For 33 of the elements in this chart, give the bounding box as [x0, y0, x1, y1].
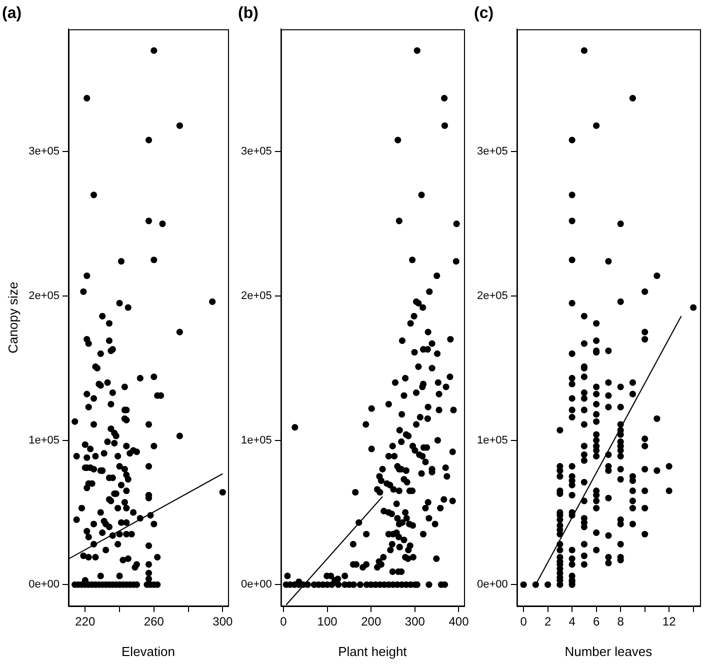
x-tick-label: 4	[568, 614, 576, 629]
y-tick-label: 1e+05	[476, 434, 508, 446]
x-tick-label: 0	[280, 614, 288, 629]
x-tick-label: 0	[520, 614, 528, 629]
y-tick-label: 1e+05	[28, 434, 60, 446]
y-tick-label: 2e+05	[476, 290, 508, 302]
x-tick-label: 260	[144, 614, 164, 629]
y-tick-label: 2e+05	[240, 290, 272, 302]
x-tick-label: 8	[617, 614, 624, 629]
x-tick-label: 200	[361, 614, 382, 629]
chart-title: (a)	[2, 5, 22, 22]
x-tick-label: 12	[662, 614, 676, 629]
y-tick-label: 0e+00	[476, 578, 508, 591]
y-tick-label: 3e+05	[476, 146, 508, 158]
x-tick-label: 220	[75, 614, 96, 629]
x-tick-label: 300	[404, 614, 426, 629]
x-axis-title: Elevation	[122, 644, 175, 659]
x-tick-label: 2	[544, 614, 552, 629]
y-axis-title: Canopy size	[5, 282, 20, 354]
y-tick-label: 3e+05	[240, 146, 272, 158]
x-tick-label: 400	[448, 614, 470, 629]
x-tick-label: 300	[212, 614, 234, 629]
chart-title: (b)	[238, 5, 258, 22]
y-tick-label: 1e+05	[240, 434, 272, 446]
x-tick-label: 6	[592, 614, 600, 629]
y-tick-label: 0e+00	[240, 578, 272, 591]
y-tick-label: 2e+05	[28, 290, 60, 302]
chart-title: (c)	[474, 5, 494, 22]
y-tick-label: 3e+05	[28, 146, 60, 158]
y-tick-label: 0e+00	[28, 578, 60, 591]
x-axis-title: Plant height	[338, 644, 408, 659]
x-axis-title: Number leaves	[564, 644, 653, 659]
x-tick-label: 100	[317, 614, 338, 629]
